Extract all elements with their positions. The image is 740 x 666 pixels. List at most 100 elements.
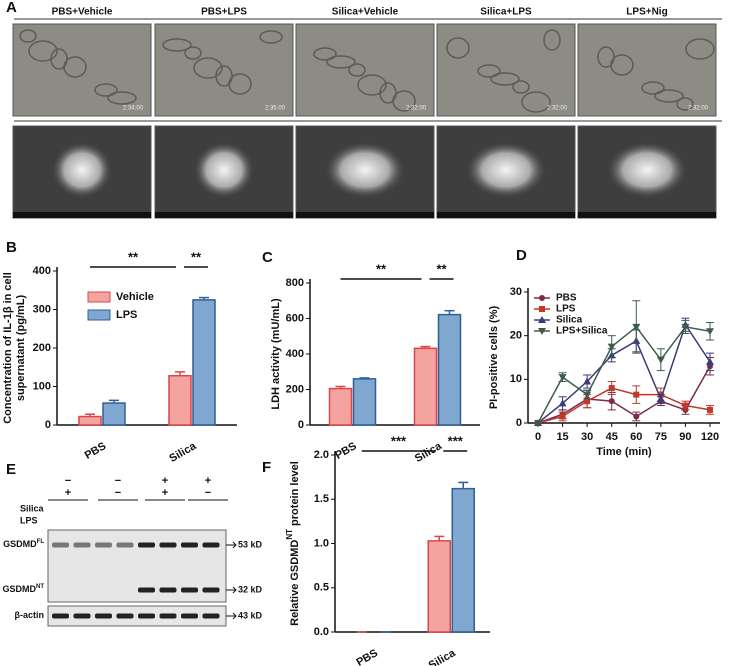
condition-label: PBS+Vehicle (52, 7, 113, 18)
legend-label: LPS+Silica (556, 326, 608, 337)
marker-arrow (226, 586, 237, 594)
condition-label: Silica+Vehicle (332, 7, 399, 18)
significance-label: ** (191, 249, 202, 264)
point (534, 420, 542, 427)
cell (94, 83, 118, 97)
y-tick-label: 0.5 (314, 582, 329, 594)
treatment-label: LPS (20, 515, 38, 525)
cell (477, 64, 501, 78)
micrographs (12, 23, 717, 219)
point (656, 356, 665, 364)
panel-label: B (6, 239, 17, 256)
band (138, 542, 155, 548)
band-sup: FL (37, 539, 45, 545)
cell (543, 29, 561, 51)
legend-label: Vehicle (116, 291, 154, 303)
micrograph (577, 23, 717, 117)
cell (685, 38, 715, 60)
treatment-sign: + (162, 475, 168, 487)
legend-marker (538, 316, 546, 323)
x-tick-label: 75 (655, 431, 667, 443)
y-tick-label: 2.0 (314, 449, 329, 461)
point (607, 343, 616, 351)
bar (192, 299, 216, 426)
cell (348, 63, 366, 77)
timestamp: 2:34:00 (123, 106, 144, 112)
x-tick-label: Silica (167, 440, 199, 465)
point (706, 357, 714, 365)
bar (328, 387, 353, 426)
particle (325, 142, 405, 198)
legend-marker (539, 306, 545, 312)
significance-label: ** (128, 249, 139, 264)
label-part: Relative GSDMD (289, 540, 301, 626)
legend-marker (538, 328, 546, 335)
y-tick-label: 400 (33, 265, 51, 277)
y-axis-label: PI-positive cells (%) (488, 306, 500, 410)
treatment-sign: + (65, 487, 71, 499)
bar (168, 374, 192, 426)
bar (352, 378, 377, 426)
significance-label: *** (391, 433, 407, 448)
particle (466, 142, 546, 198)
point (608, 398, 615, 405)
scale-bar (437, 212, 575, 218)
label-sup: NT (285, 529, 294, 540)
y-tick-label: 0 (298, 419, 304, 431)
point (584, 398, 591, 405)
band-label: β-actin (15, 610, 45, 620)
point (583, 377, 592, 385)
cell (641, 81, 665, 95)
point (633, 413, 640, 420)
bar (78, 415, 102, 426)
size-marker: 53 kD (238, 539, 263, 549)
particle (607, 142, 687, 198)
particle (52, 142, 112, 198)
panel-label: D (516, 247, 527, 264)
band-label: GSDMDNT (3, 584, 45, 595)
legend-label: LPS (556, 304, 576, 315)
point (558, 399, 567, 407)
bar (102, 402, 126, 426)
y-tick-label: 800 (286, 277, 304, 289)
point (632, 323, 641, 331)
particle (194, 142, 254, 198)
y-tick-label: 0 (45, 419, 51, 431)
band (52, 542, 69, 548)
condition-label: LPS+Nig (626, 7, 667, 18)
point (558, 374, 567, 382)
panel-label: C (262, 249, 273, 266)
y-tick-label: 10 (510, 373, 522, 385)
cell (490, 72, 520, 86)
point (682, 402, 689, 409)
band (181, 587, 198, 593)
x-tick-label: 60 (630, 431, 642, 443)
bar (427, 540, 451, 633)
condition-label: Silica+LPS (480, 7, 532, 18)
size-marker: 32 kD (238, 584, 263, 594)
cell (446, 37, 470, 59)
band-name: β-actin (15, 610, 45, 620)
band-name: GSDMD (3, 539, 37, 549)
label-part: protein level (289, 461, 301, 529)
blot-membrane (47, 529, 227, 603)
y-tick-label: 400 (286, 348, 304, 360)
timestamp: 2:35:00 (265, 106, 286, 112)
x-tick-label: PBS (333, 440, 359, 462)
band (73, 613, 91, 619)
cell (521, 91, 551, 113)
cell (676, 97, 694, 111)
y-tick-label: 200 (286, 383, 304, 395)
y-tick-label: 1.0 (314, 537, 329, 549)
series-line (537, 365, 711, 424)
treatment-sign: − (205, 487, 211, 499)
x-tick-label: 90 (679, 431, 691, 443)
marker-arrow (226, 541, 237, 549)
band-sup: NT (36, 584, 44, 590)
legend-label: LPS (116, 309, 137, 321)
treatment-sign: + (205, 475, 211, 487)
y-tick-label: 600 (286, 312, 304, 324)
x-axis-label: Time (min) (596, 446, 652, 458)
cell (107, 91, 137, 105)
